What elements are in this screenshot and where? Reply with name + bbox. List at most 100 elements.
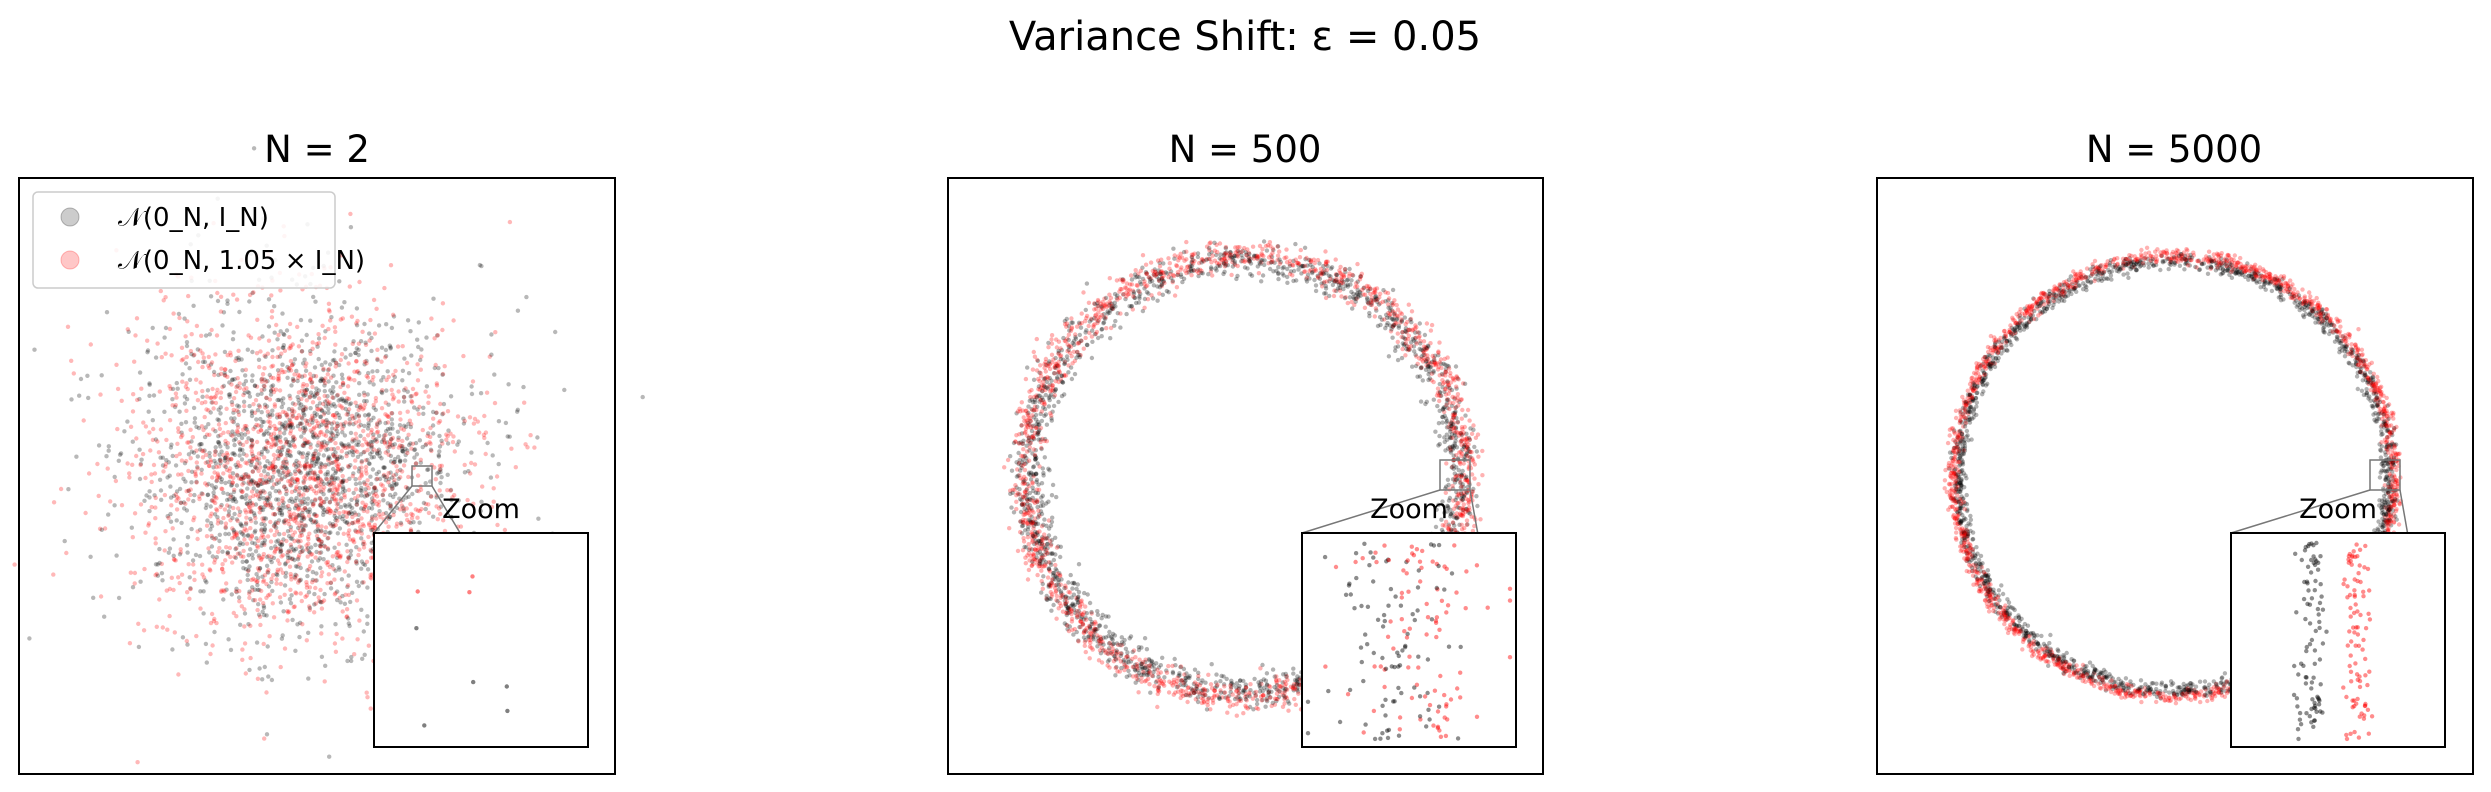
scatter-point (368, 575, 373, 580)
scatter-point (1021, 447, 1026, 452)
scatter-point (249, 438, 254, 443)
scatter-point (408, 394, 413, 399)
scatter-point (151, 426, 156, 432)
scatter-point (414, 488, 420, 493)
scatter-point (215, 521, 221, 526)
scatter-point (426, 394, 431, 399)
scatter-point (371, 454, 377, 460)
scatter-point (402, 388, 407, 393)
scatter-point (261, 488, 266, 494)
scatter-point (355, 449, 360, 454)
scatter-point (201, 589, 206, 594)
scatter-point (127, 471, 132, 476)
scatter-point (301, 492, 306, 497)
scatter-point (1087, 600, 1093, 606)
scatter-point (81, 418, 86, 423)
scatter-point (362, 359, 368, 364)
scatter-point (252, 383, 258, 388)
scatter-point (469, 391, 475, 397)
scatter-point (338, 357, 343, 363)
scatter-point (428, 441, 433, 446)
scatter-point (356, 552, 361, 558)
scatter-point (399, 503, 405, 508)
scatter-point (218, 390, 224, 395)
scatter-point (334, 497, 339, 502)
scatter-point (208, 395, 213, 401)
scatter-point (249, 518, 254, 524)
scatter-point (400, 444, 405, 449)
scatter-point (65, 324, 71, 329)
scatter-point (246, 481, 251, 486)
scatter-point (357, 279, 362, 285)
scatter-point (394, 464, 399, 469)
scatter-point (286, 440, 292, 445)
scatter-point (240, 368, 245, 373)
scatter-point (264, 395, 269, 400)
scatter-point (1204, 707, 1210, 712)
scatter-point (224, 497, 230, 503)
scatter-point (143, 424, 149, 429)
scatter-point (207, 463, 212, 469)
scatter-point (1107, 276, 1113, 281)
scatter-point (216, 440, 221, 445)
scatter-point (335, 488, 340, 493)
scatter-point (295, 324, 300, 330)
scatter-point (1349, 278, 1354, 283)
scatter-point (128, 570, 133, 575)
scatter-point (229, 416, 234, 421)
scatter-point (271, 523, 277, 528)
scatter-point (371, 432, 376, 437)
scatter-point (247, 299, 252, 304)
scatter-point (301, 430, 306, 435)
scatter-point (437, 449, 442, 454)
scatter-point (168, 519, 174, 524)
scatter-point (528, 433, 533, 438)
scatter-point (322, 335, 327, 341)
scatter-point (1281, 273, 1286, 278)
panel-title: N = 500 (1169, 128, 1322, 171)
scatter-point (233, 389, 239, 395)
scatter-point (253, 578, 258, 583)
scatter-point (369, 518, 374, 523)
scatter-point (249, 378, 255, 383)
scatter-point (187, 575, 192, 580)
scatter-point (249, 438, 255, 443)
scatter-point (364, 399, 369, 404)
scatter-point (206, 363, 211, 368)
scatter-point (395, 344, 401, 349)
scatter-point (482, 413, 487, 419)
scatter-point (245, 577, 250, 583)
scatter-point (250, 373, 255, 378)
scatter-point (138, 461, 144, 467)
scatter-point (310, 400, 316, 405)
scatter-point (364, 559, 370, 564)
scatter-point (297, 544, 302, 549)
scatter-point (369, 445, 374, 450)
scatter-point (344, 412, 349, 417)
scatter-point (243, 496, 248, 501)
scatter-point (240, 541, 246, 547)
scatter-point (289, 383, 294, 388)
scatter-point (207, 432, 212, 437)
scatter-point (375, 448, 380, 454)
scatter-point (335, 531, 340, 536)
scatter-point (314, 533, 320, 539)
scatter-point (347, 450, 352, 455)
scatter-point (265, 449, 270, 454)
scatter-point (1064, 316, 1070, 322)
scatter-point (445, 409, 451, 414)
scatter-point (225, 301, 230, 306)
scatter-point (304, 580, 309, 585)
scatter-point (199, 424, 205, 429)
scatter-point (415, 362, 420, 367)
scatter-point (309, 559, 315, 564)
scatter-point (83, 510, 88, 516)
scatter-point (149, 479, 154, 485)
scatter-point (248, 444, 254, 450)
scatter-point (1243, 697, 1249, 702)
scatter-point (313, 459, 318, 464)
scatter-point (351, 490, 356, 496)
scatter-point (233, 436, 238, 442)
scatter-point (236, 404, 242, 409)
scatter-point (233, 555, 238, 560)
